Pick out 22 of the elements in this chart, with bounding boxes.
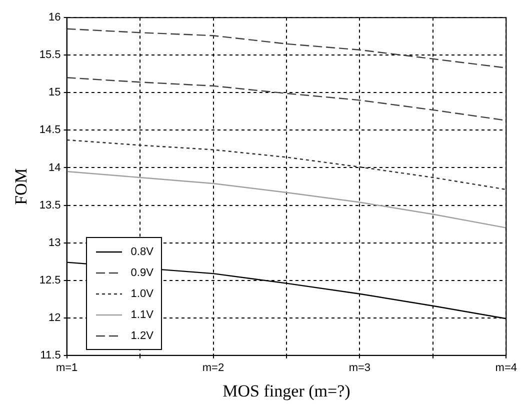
y-tick-label: 13 <box>48 236 61 249</box>
line-series <box>66 139 506 190</box>
x-tick-label: m=1 <box>56 362 78 374</box>
y-tick-label: 15 <box>48 86 61 99</box>
x-tick-label: m=2 <box>202 362 224 374</box>
y-tick-label: 12 <box>48 312 61 324</box>
legend-label: 1.2V <box>130 330 154 342</box>
y-tick-label: 14.5 <box>39 124 61 136</box>
legend-label: 0.8V <box>130 246 154 258</box>
legend-label: 0.9V <box>130 266 154 279</box>
y-tick-label: 16 <box>48 12 61 24</box>
legend-label: 1.1V <box>130 308 154 321</box>
x-tick-label: m=4 <box>495 362 518 374</box>
y-tick-label: 12.5 <box>39 274 61 286</box>
y-tick-label: 15.5 <box>39 49 61 62</box>
x-tick-label: m=3 <box>348 362 371 374</box>
y-axis-title: FOM <box>12 168 31 205</box>
y-tick-label: 13.5 <box>39 199 61 212</box>
legend-label: 1.0V <box>130 288 154 300</box>
y-tick-label: 11.5 <box>40 349 61 362</box>
x-axis-title: MOS finger (m=?) <box>222 381 350 400</box>
y-tick-label: 14 <box>48 162 61 174</box>
